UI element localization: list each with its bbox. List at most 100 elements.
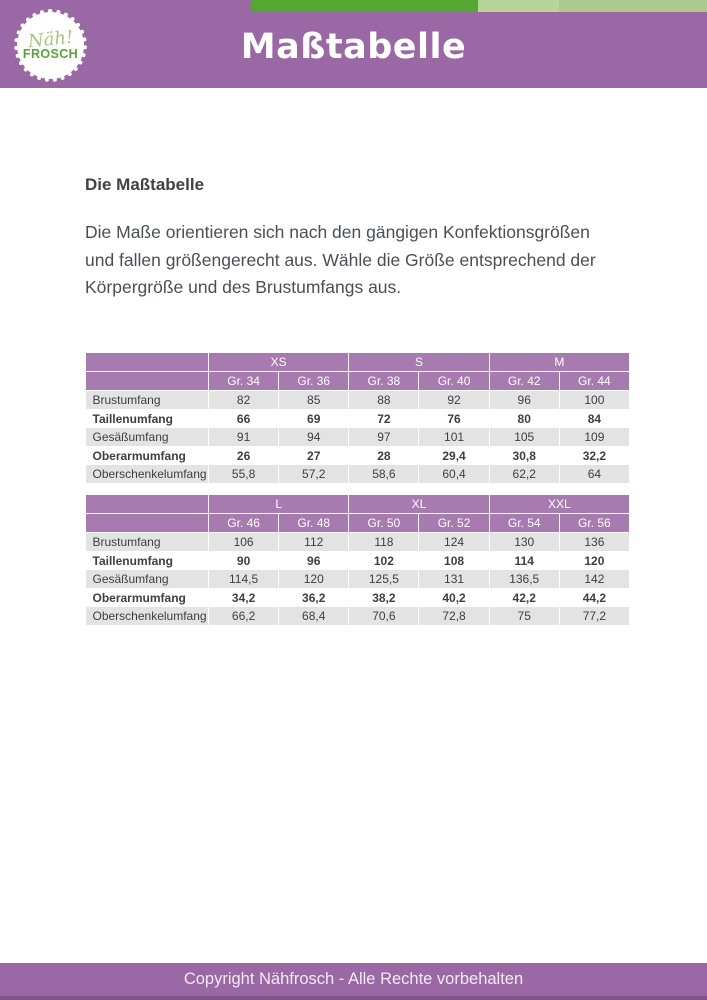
measurement-value: 34,2 [208,588,280,607]
measurement-value: 97 [348,428,420,447]
measurement-label: Brustumfang [85,390,209,410]
measurement-value: 130 [489,532,560,552]
measurement-value: 32,2 [559,446,631,465]
header-accent-bar-dark-green [251,0,478,12]
measurement-value: 27 [278,446,350,465]
measurement-row: Brustumfang 106 112 118 124 130 136 [85,532,631,552]
measurement-value: 84 [559,409,631,428]
measurement-row: Oberarmumfang 34,2 36,2 38,2 40,2 42,2 44,2 [85,588,631,607]
measurement-value: 120 [559,551,631,570]
measurement-value: 75 [489,607,560,626]
table-header: XS S M Gr. 34 Gr. 36 Gr. 38 Gr. 40 Gr. 42 Gr. 44 [85,352,631,391]
size-group-row: L XL XXL [85,494,631,514]
size-header: Gr. 48 [278,513,350,533]
measurement-value: 125,5 [348,570,420,589]
table-body: Brustumfang 106 112 118 124 130 136 Taillenumfa… [85,532,631,626]
measurement-value: 72,8 [418,607,490,626]
table-corner-cell [85,371,209,391]
measurement-value: 92 [418,390,490,410]
measurement-value: 28 [348,446,420,465]
measurement-value: 80 [489,409,560,428]
measurement-label: Oberschenkelumfang [85,607,209,626]
size-header: Gr. 34 [207,371,280,391]
size-header: Gr. 50 [348,513,420,533]
page-title: Maßtabelle [240,27,467,67]
measurement-value: 29,4 [418,446,490,465]
section-heading: Die Maßtabelle [85,175,205,194]
size-header: Gr. 38 [348,371,420,391]
measurement-value: 96 [278,551,350,570]
measurement-value: 142 [559,570,631,589]
measurement-value: 85 [278,390,350,410]
measurement-label: Oberarmumfang [85,446,209,465]
size-table-xs-s-m: XS S M Gr. 34 Gr. 36 Gr. 38 Gr. 40 Gr. 42 Gr. 44… [85,352,631,484]
measurement-row: Taillenumfang 90 96 102 108 114 120 [85,551,631,570]
measurement-value: 108 [418,551,490,570]
intro-line: Körpergröße und des Brustumfangs aus. [85,277,402,297]
measurement-label: Brustumfang [85,532,209,552]
table-body: Brustumfang 82 85 88 92 96 100 Taillenumfang 66 6… [85,390,631,484]
measurement-value: 109 [559,428,631,447]
measurement-value: 66 [208,409,280,428]
table-header: L XL XXL Gr. 46 Gr. 48 Gr. 50 Gr. 52 Gr. 54 Gr. … [85,494,631,533]
measurement-value: 118 [348,532,420,552]
measurement-value: 58,6 [348,465,420,484]
measurement-value: 102 [348,551,420,570]
size-header: Gr. 36 [278,371,350,391]
size-header: Gr. 46 [207,513,280,533]
measurement-value: 62,2 [489,465,560,484]
size-group-header: XS [207,352,350,372]
size-table-l-xl-xxl: L XL XXL Gr. 46 Gr. 48 Gr. 50 Gr. 52 Gr. 54 Gr. … [85,494,631,626]
size-header: Gr. 54 [488,513,560,533]
measurement-value: 88 [348,390,420,410]
page-header: Näh! FROSCH Maßtabelle [0,0,707,88]
measurement-value: 91 [208,428,280,447]
measurement-value: 68,4 [278,607,350,626]
copyright-text: Copyright Nähfrosch - Alle Rechte vorbeh… [183,970,524,988]
measurement-label: Taillenumfang [85,551,209,570]
measurement-value: 55,8 [208,465,280,484]
measurement-value: 57,2 [278,465,350,484]
footer-dark-edge [0,996,707,1000]
table-corner-cell [85,352,209,372]
measurement-value: 82 [208,390,280,410]
measurement-value: 44,2 [559,588,631,607]
measurement-label: Oberschenkelumfang [85,465,209,484]
measurement-value: 40,2 [418,588,490,607]
measurement-value: 105 [489,428,560,447]
intro-line: und fallen größengerecht aus. Wähle die … [85,249,596,270]
size-group-header: L [207,494,350,514]
naehfrosch-logo: Näh! FROSCH [14,9,87,82]
measurement-value: 114,5 [208,570,280,589]
measurement-value: 136,5 [489,570,560,589]
measurement-value: 69 [278,409,350,428]
measurement-value: 101 [418,428,490,447]
measurement-value: 114 [489,551,560,570]
measurement-row: Oberschenkelumfang 55,8 57,2 58,6 60,4 62,2 64 [85,465,631,484]
size-group-row: XS S M [85,352,631,372]
logo-word-text: FROSCH [22,46,79,61]
header-accent-bar-light-green [478,0,559,12]
measurement-value: 70,6 [348,607,420,626]
size-group-header: XL [348,494,490,514]
intro-paragraph: Die Maße orientieren sich nach den gängi… [85,219,615,302]
size-header: Gr. 44 [558,371,631,391]
size-group-header: XXL [488,494,631,514]
size-header: Gr. 52 [418,513,490,533]
size-group-header: M [488,352,631,372]
measurement-value: 66,2 [208,607,280,626]
measurement-value: 100 [559,390,631,410]
measurement-value: 136 [559,532,631,552]
measurement-value: 38,2 [348,588,420,607]
measurement-value: 90 [208,551,280,570]
table-corner-cell [85,513,209,533]
measurement-value: 112 [278,532,350,552]
measurement-row: Gesäßumfang 91 94 97 101 105 109 [85,428,631,447]
measurement-value: 124 [418,532,490,552]
measurement-row: Gesäßumfang 114,5 120 125,5 131 136,5 142 [85,570,631,589]
measurement-value: 36,2 [278,588,350,607]
measurement-row: Taillenumfang 66 69 72 76 80 84 [85,409,631,428]
size-header: Gr. 42 [488,371,560,391]
measurement-value: 120 [278,570,350,589]
